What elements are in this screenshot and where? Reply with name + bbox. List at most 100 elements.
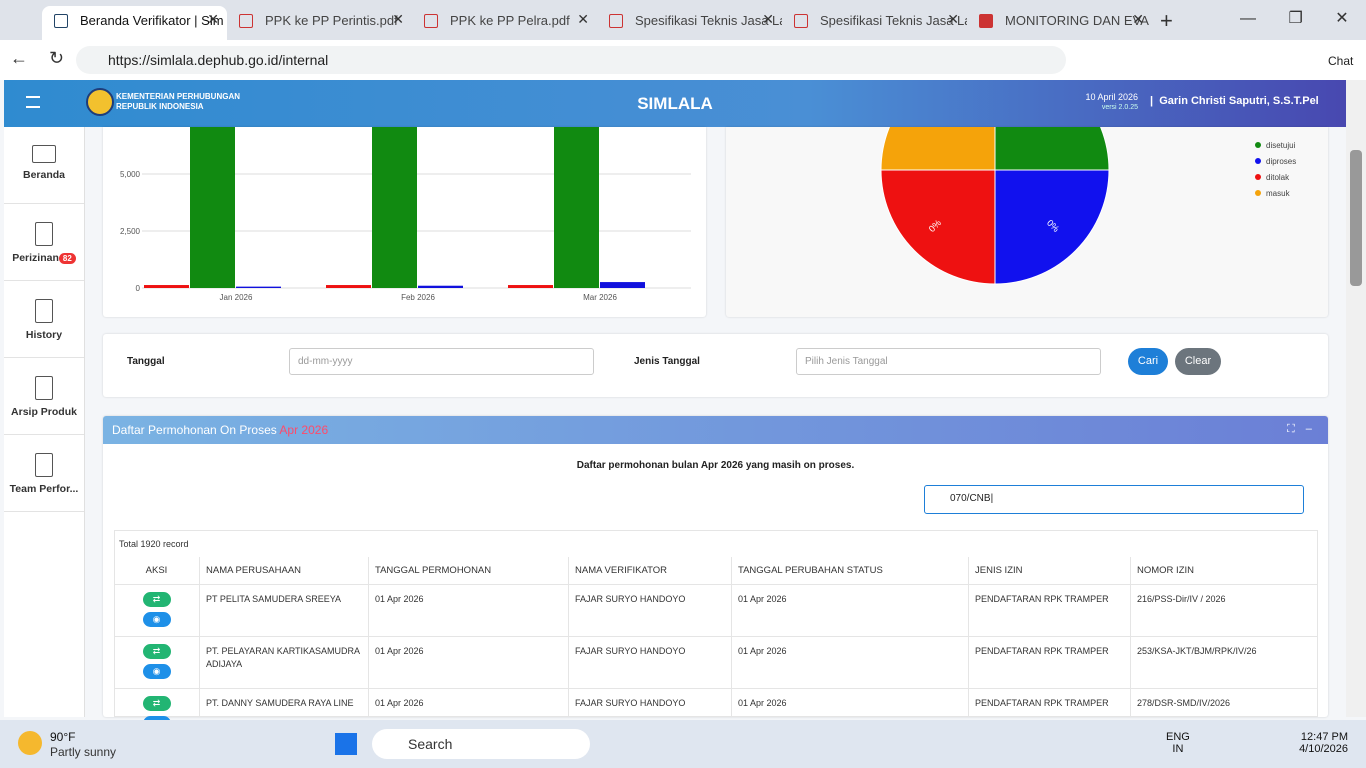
nav-label: Perizinan — [12, 252, 59, 264]
nav-label: Arsip Produk — [11, 406, 77, 418]
tab[interactable]: Beranda Verifikator | Sim ✕ — [42, 6, 227, 40]
start-button[interactable] — [335, 733, 357, 755]
clock[interactable]: 12:47 PM 4/10/2026 — [1284, 731, 1348, 755]
tab[interactable]: Spesifikasi Teknis Jasa La ✕ — [782, 6, 967, 36]
nav-item[interactable]: History — [4, 281, 84, 358]
bar — [372, 127, 417, 288]
scrollbar[interactable] — [1346, 80, 1366, 717]
taskbar — [0, 720, 1366, 768]
table-cell: PT. DANNY SAMUDERA RAYA LINE — [200, 688, 369, 717]
lang: IN — [1172, 743, 1184, 755]
nav-item[interactable]: Arsip Produk — [4, 358, 84, 435]
table-cell: 216/PSS-Dir/IV / 2026 — [1131, 584, 1318, 636]
menu-button[interactable] — [26, 96, 40, 108]
table-cell: 01 Apr 2026 — [369, 688, 569, 717]
header-date: 10 April 2026 — [1085, 92, 1138, 102]
column-header: NAMA PERUSAHAAN — [200, 557, 369, 584]
taskbar-search[interactable]: Search — [372, 729, 590, 759]
pie-slice — [994, 127, 1110, 171]
search-text: 070/CNB — [950, 493, 991, 504]
table-cell: PT PELITA SAMUDERA SREEYA — [200, 584, 369, 636]
tab[interactable]: PPK ke PP Perintis.pdf ✕ — [227, 6, 412, 36]
view-button[interactable]: ◉ — [142, 664, 171, 679]
legend-label: masuk — [1266, 189, 1291, 198]
table-cell: PENDAFTARAN RPK TRAMPER — [969, 636, 1131, 688]
tab[interactable]: Spesifikasi Teknis Jasa La ✕ — [597, 6, 782, 36]
nav-item[interactable]: Perizinan 82 — [4, 204, 84, 281]
bar — [418, 285, 463, 288]
address-bar[interactable]: https://simlala.dephub.go.id/internal — [76, 46, 1066, 74]
x-tick-label: Jan 2026 — [220, 293, 253, 302]
bar — [190, 127, 235, 288]
window-controls[interactable]: — ❐ ✕ — [1240, 10, 1349, 27]
nav-item[interactable]: Beranda — [4, 127, 84, 204]
tab[interactable]: PPK ke PP Pelra.pdf ✕ — [412, 6, 597, 36]
title: Daftar Permohonan On Proses — [112, 423, 277, 437]
panel-title: Daftar Permohonan On Proses Apr 2026 — [112, 423, 328, 437]
switch-button[interactable]: ⇄ — [142, 592, 171, 607]
date-input[interactable]: dd-mm-yyyy — [289, 348, 594, 375]
nav-label: Beranda — [22, 169, 65, 181]
bar — [236, 286, 281, 288]
table-cell: 01 Apr 2026 — [732, 584, 969, 636]
type-label: Jenis Tanggal — [634, 356, 700, 367]
legend-swatch — [1255, 174, 1261, 180]
switch-button[interactable]: ⇄ — [142, 696, 171, 711]
pie-slice — [880, 127, 996, 171]
table-cell: 253/KSA-JKT/BJM/RPK/IV/26 — [1131, 636, 1318, 688]
search-button[interactable]: Cari — [1128, 348, 1168, 375]
action-cell: ⇄◉ — [114, 688, 200, 731]
panel-subtitle: Daftar permohonan bulan Apr 2026 yang ma… — [576, 460, 855, 471]
date-label: Tanggal — [127, 356, 165, 367]
column-header: NOMOR IZIN — [1131, 557, 1318, 584]
user-name[interactable]: | Garin Christi Saputri, S.S.T.Pel — [1150, 95, 1319, 107]
bar — [508, 285, 553, 288]
url: https://simlala.dephub.go.id/internal — [108, 52, 329, 68]
lang: ENG — [1166, 731, 1190, 743]
badge: 82 — [58, 253, 76, 264]
bar — [144, 285, 189, 288]
table-cell: 01 Apr 2026 — [732, 688, 969, 717]
app-header — [4, 80, 1346, 127]
language[interactable]: ENG IN — [1166, 731, 1190, 755]
pie-slice — [994, 169, 1110, 285]
logo — [86, 88, 114, 116]
sidebar — [4, 127, 85, 717]
table-cell: FAJAR SURYO HANDOYO — [569, 584, 732, 636]
copilot[interactable]: Chat — [1296, 50, 1358, 72]
bar-chart: 0 2,500 5,000 Jan 2026 Feb 2026 Mar 2026 — [120, 127, 691, 302]
view-button[interactable]: ◉ — [142, 612, 171, 627]
table-cell: FAJAR SURYO HANDOYO — [569, 688, 732, 717]
nav-buttons[interactable]: ← ↻ — [10, 48, 65, 68]
nav-label: Team Perfor... — [9, 483, 79, 495]
switch-button[interactable]: ⇄ — [142, 644, 171, 659]
y-tick-label: 5,000 — [120, 170, 141, 179]
table-cell: PT. PELAYARAN KARTIKASAMUDRA ADIJAYA — [200, 636, 369, 688]
date: 4/10/2026 — [1299, 743, 1348, 755]
action-cell: ⇄◉ — [114, 584, 200, 636]
placeholder: dd-mm-yyyy — [298, 356, 353, 367]
bar — [326, 285, 371, 288]
legend: disetujui diproses ditolak masuk — [1255, 141, 1296, 198]
table-cell: 278/DSR-SMD/IV/2026 — [1131, 688, 1318, 717]
legend-label: ditolak — [1266, 173, 1290, 182]
clear-button[interactable]: Clear — [1175, 348, 1221, 375]
column-header: AKSI — [114, 557, 200, 584]
y-tick-label: 2,500 — [120, 227, 141, 236]
table-cell: 01 Apr 2026 — [732, 636, 969, 688]
type-select[interactable]: Pilih Jenis Tanggal — [796, 348, 1101, 375]
nav-item[interactable]: Team Perfor... — [4, 435, 84, 512]
table-cell: PENDAFTARAN RPK TRAMPER — [969, 688, 1131, 717]
search-input[interactable]: 070/CNB| — [924, 485, 1304, 514]
panel-tools[interactable]: ⛶ – — [1287, 423, 1312, 435]
new-tab[interactable]: + — [1160, 8, 1173, 33]
org-line: REPUBLIK INDONESIA — [116, 102, 204, 111]
table-cell: FAJAR SURYO HANDOYO — [569, 636, 732, 688]
user: Garin Christi Saputri, S.S.T.Pel — [1159, 95, 1319, 107]
tab-title: Spesifikasi Teknis Jasa La — [635, 13, 782, 28]
tab[interactable]: MONITORING DAN EVA ✕ — [967, 6, 1152, 36]
x-tick-label: Mar 2026 — [583, 293, 617, 302]
